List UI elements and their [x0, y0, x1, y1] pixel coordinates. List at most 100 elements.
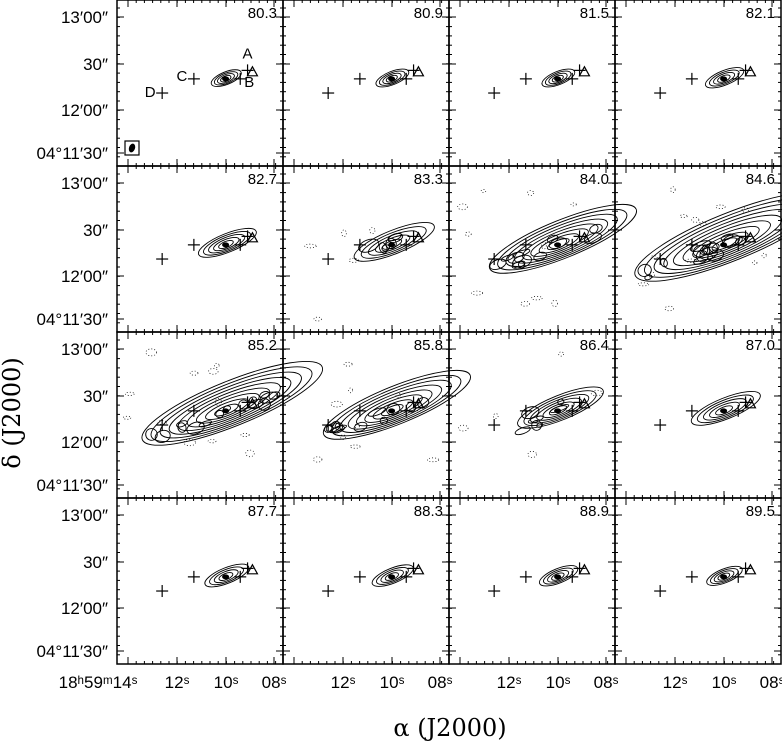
contour-level: [715, 405, 733, 416]
emission-contours: [541, 68, 576, 88]
emission-core: [720, 574, 728, 580]
negative-contour: [637, 282, 650, 287]
source-markers: [322, 396, 425, 432]
x-tick-label: 10ˢ: [712, 673, 737, 692]
source-markers: [654, 562, 757, 598]
x-tick-label: 12ˢ: [663, 673, 688, 692]
contour-clump: [708, 241, 718, 254]
contour-clump: [489, 258, 507, 270]
emission-core: [720, 408, 728, 414]
contour-clump: [722, 235, 743, 248]
contour-clump: [387, 233, 404, 243]
panel-ticks: [615, 498, 781, 664]
emission-core: [222, 242, 230, 248]
contour-clump: [507, 251, 525, 264]
emission-contours: [371, 564, 414, 587]
x-tick-label: 10ˢ: [214, 673, 239, 692]
triangle-marker: [246, 397, 259, 409]
velocity-label: 82.1: [746, 5, 775, 22]
contour-level: [701, 231, 749, 255]
panel-frame: [116, 497, 284, 665]
panel-frame: [614, 165, 782, 333]
negative-contour: [189, 370, 199, 376]
contour-level: [209, 566, 244, 586]
beam-box: [124, 140, 140, 156]
contour-clump: [557, 398, 565, 406]
emission-contours: [204, 563, 250, 588]
contour-level: [696, 394, 754, 424]
contour-clump: [689, 240, 712, 252]
negative-contour: [691, 216, 700, 223]
negative-contour: [715, 204, 726, 209]
triangle-marker: [578, 563, 591, 575]
x-tick-label: 10ˢ: [546, 673, 571, 692]
contour-level: [150, 366, 313, 443]
panel-frame: [448, 165, 616, 333]
channel-panel: 80.9: [282, 0, 450, 167]
emission-contours: [197, 227, 257, 258]
contour-level: [548, 72, 568, 85]
negative-contour: [304, 243, 317, 249]
contour-level: [218, 239, 234, 249]
contour-level: [322, 369, 471, 440]
contour-level: [709, 69, 740, 87]
y-tick-label: 04°11′30″: [37, 476, 108, 495]
velocity-label: 84.0: [580, 171, 609, 188]
contour-clump: [379, 416, 388, 425]
panel-ticks: [117, 0, 283, 166]
contour-clump: [268, 391, 281, 400]
contour-level: [530, 228, 589, 257]
contour-clump: [707, 249, 724, 262]
contour-level: [536, 397, 582, 421]
emission-core: [388, 408, 396, 414]
negative-contour: [349, 444, 361, 449]
contour-clump: [416, 397, 430, 409]
emission-contours: [704, 67, 745, 89]
velocity-label: 81.5: [580, 5, 609, 22]
negative-contour: [493, 413, 499, 419]
channel-panel: 86.4: [448, 331, 616, 499]
panel-ticks: [615, 0, 781, 166]
channel-panel: 88.9: [448, 497, 616, 665]
triangle-marker: [744, 65, 757, 77]
panel-ticks: [283, 498, 449, 664]
contour-clump: [177, 422, 187, 433]
y-tick-label: 30″: [83, 553, 108, 572]
source-markers: [654, 64, 757, 100]
contour-clump: [531, 420, 542, 431]
contour-level: [543, 567, 574, 585]
x-tick-label: 12ˢ: [331, 673, 356, 692]
y-tick-label: 12′00″: [61, 267, 108, 286]
contour-clump: [589, 223, 603, 234]
panel-frame: [448, 497, 616, 665]
contour-level: [195, 393, 260, 424]
contour-level: [713, 570, 735, 583]
panel-frame: [282, 0, 450, 167]
negative-contour: [245, 449, 255, 458]
negative-contour: [426, 457, 440, 463]
emission-contours: [488, 203, 637, 274]
negative-contour: [330, 400, 343, 408]
source-label-b: B: [244, 74, 254, 91]
contour-level: [541, 68, 576, 88]
panel-ticks: [615, 332, 781, 498]
negative-contour: [465, 231, 472, 237]
contour-level: [197, 227, 257, 258]
negative-contour: [122, 415, 132, 420]
triangle-marker: [578, 397, 591, 409]
contour-level: [385, 74, 398, 83]
triangle-marker: [246, 231, 259, 243]
contour-level: [634, 191, 782, 282]
channel-panel: 82.1: [614, 0, 782, 167]
contour-level: [380, 569, 404, 583]
panel-ticks: [449, 498, 615, 664]
contour-level: [544, 70, 572, 86]
contour-level: [488, 203, 637, 274]
emission-core: [554, 574, 562, 580]
y-tick-label: 30″: [83, 387, 108, 406]
contour-clump: [186, 421, 205, 435]
contour-clump: [546, 234, 559, 244]
triangle-marker: [412, 563, 425, 575]
contour-level: [643, 197, 782, 278]
y-tick-label: 13′00″: [61, 506, 108, 525]
